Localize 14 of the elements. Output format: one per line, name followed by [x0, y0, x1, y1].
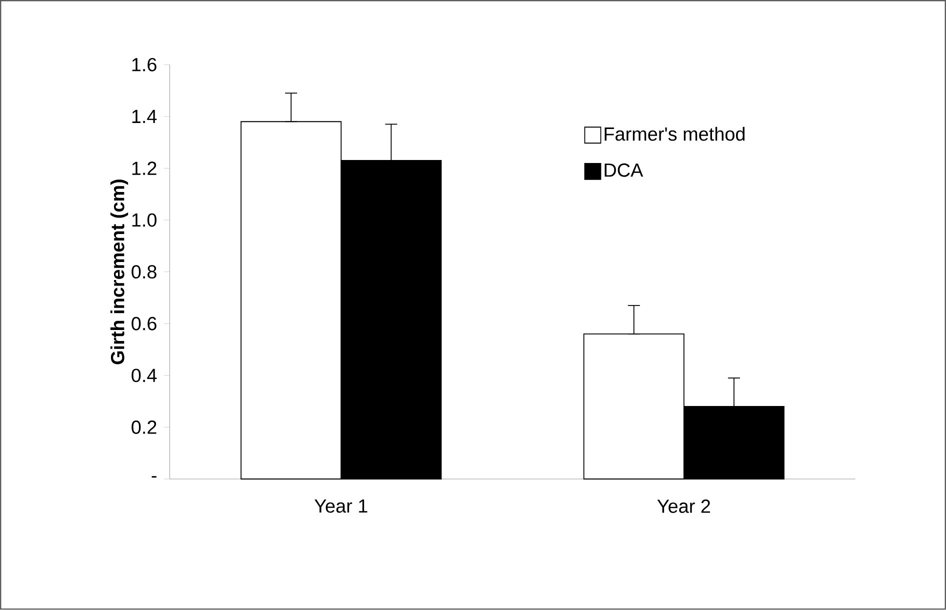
y-tick-label: 0.6 — [132, 317, 156, 330]
legend-label: DCA — [604, 164, 644, 177]
legend-label: Farmer's method — [604, 126, 745, 141]
y-axis-title: Girth increment (cm) — [110, 180, 128, 364]
x-tick-label: Year 1 — [314, 500, 368, 513]
y-tick-label: - — [152, 476, 156, 478]
y-tick-label: 1.2 — [132, 162, 156, 175]
y-tick-label: 0.4 — [132, 368, 157, 382]
y-tick-label: 1.0 — [132, 213, 156, 227]
y-tick-label: 1.4 — [132, 110, 157, 124]
x-tick-label: Year 2 — [657, 500, 710, 514]
y-tick-label: 0.8 — [132, 265, 156, 279]
y-tick-label: 0.2 — [132, 420, 156, 434]
y-tick-label: 1.6 — [132, 58, 156, 72]
